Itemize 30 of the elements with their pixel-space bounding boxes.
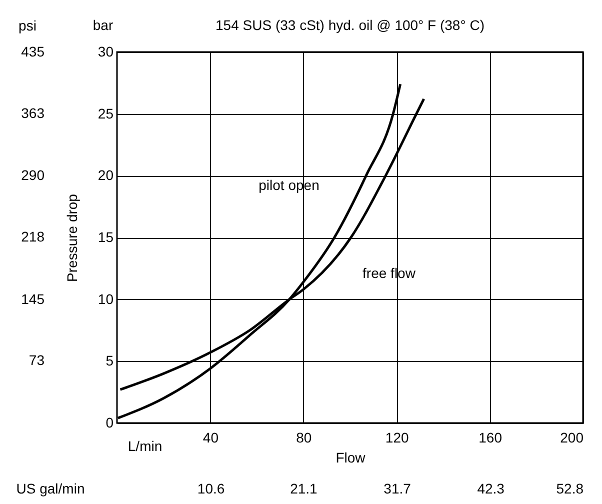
- x2-axis-title: US gal/min: [16, 480, 85, 496]
- y-tick-label: 25: [98, 105, 114, 122]
- text: bar: [92, 17, 114, 33]
- x-tick-label: 160: [478, 430, 502, 446]
- x-tick-label: 80: [296, 430, 312, 446]
- text: L/min: [128, 438, 162, 454]
- y-tick-label: 5: [106, 352, 114, 369]
- y2-tick-label: 290: [21, 167, 45, 184]
- y2-axis-title: psi: [18, 18, 36, 34]
- x-tick-label: 120: [385, 430, 409, 446]
- x2-tick-label: 21.1: [290, 480, 318, 496]
- x2-tick-label: 10.6: [197, 480, 225, 496]
- y-tick-label: 30: [98, 44, 114, 60]
- x-axis-title: Flow: [336, 450, 366, 466]
- y-tick-label: 15: [98, 229, 114, 245]
- y-tick-label: 0: [106, 414, 114, 430]
- chart-title: 154 SUS (33 cSt) hyd. oil @ 100° F (38° C): [216, 17, 484, 33]
- x2-tick-label: 31.7: [384, 480, 412, 496]
- y2-tick-label: 218: [21, 228, 45, 245]
- y2-tick-label: 73: [28, 352, 45, 368]
- y2-tick-label: 363: [21, 104, 45, 121]
- y2-tick-label: 145: [21, 290, 45, 307]
- y2-tick-label: 435: [21, 44, 45, 60]
- y-tick-label: 10: [98, 290, 114, 307]
- x2-tick-label: 42.3: [477, 480, 505, 496]
- x-tick-label: 200: [560, 430, 584, 446]
- y-axis-title: Pressure drop: [64, 194, 80, 282]
- x-tick-label: 40: [202, 430, 219, 446]
- x2-tick-label: 52.8: [556, 480, 584, 496]
- y-tick-label: 20: [98, 167, 114, 184]
